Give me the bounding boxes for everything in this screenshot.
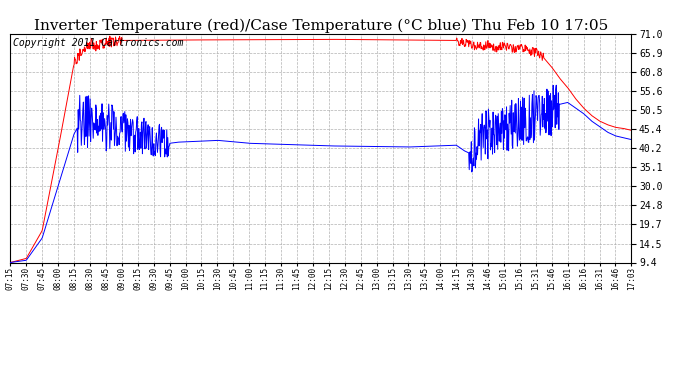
Title: Inverter Temperature (red)/Case Temperature (°C blue) Thu Feb 10 17:05: Inverter Temperature (red)/Case Temperat… [34, 18, 608, 33]
Text: Copyright 2011 Cartronics.com: Copyright 2011 Cartronics.com [14, 38, 184, 48]
